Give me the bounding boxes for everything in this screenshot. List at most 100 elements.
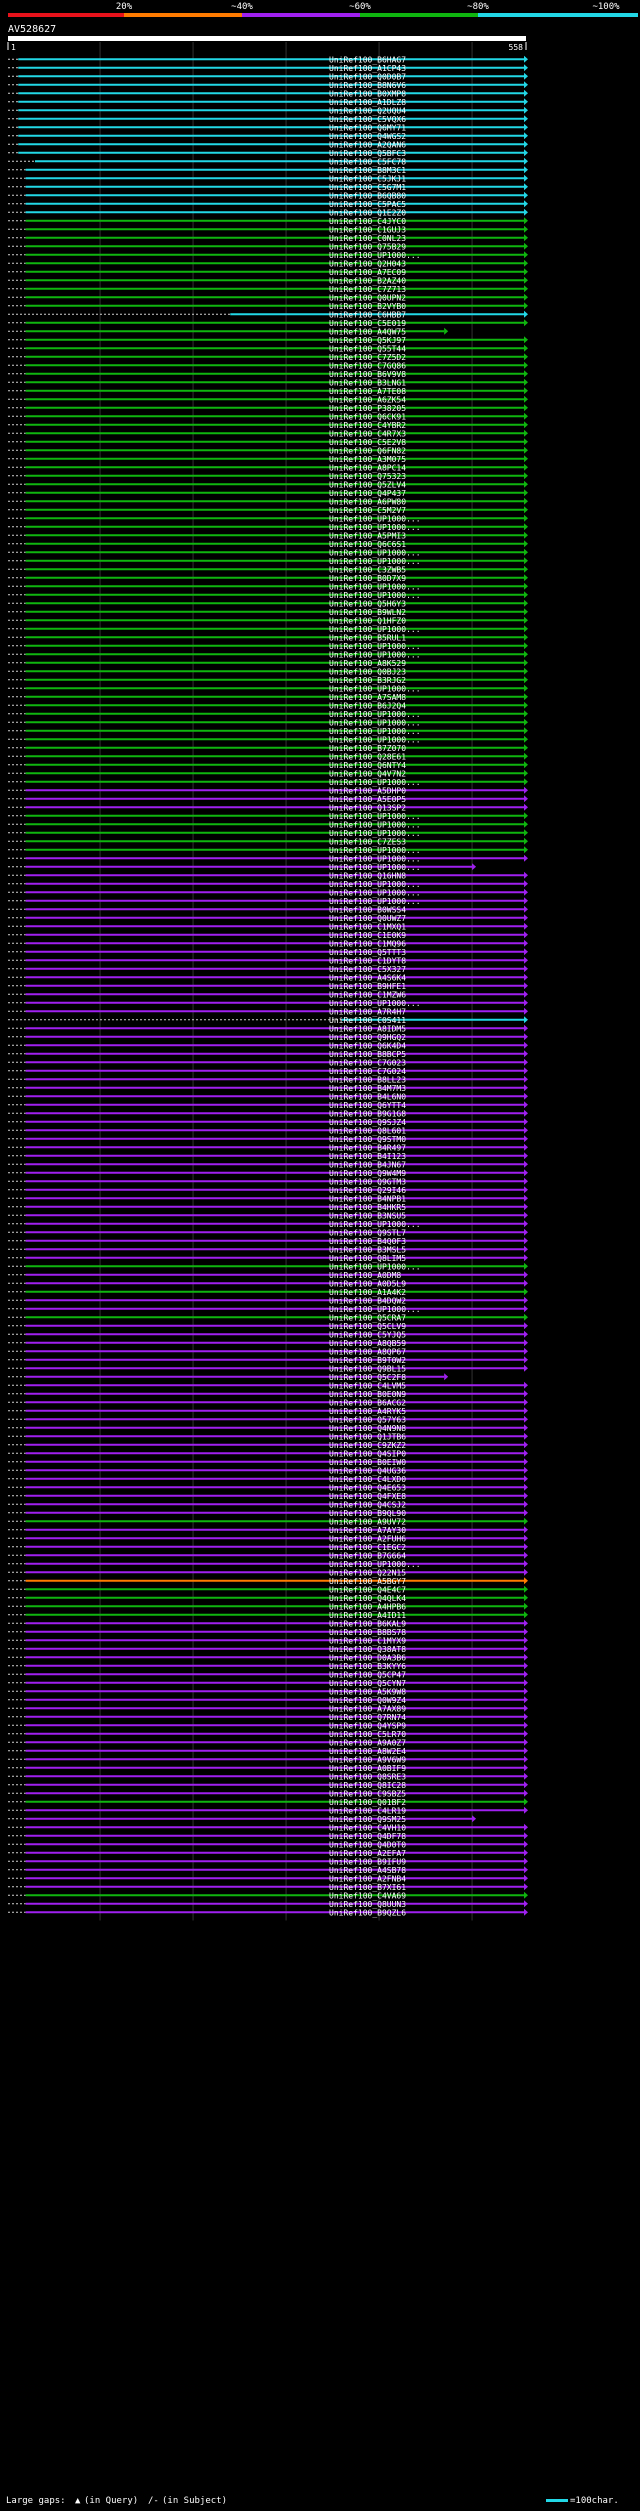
hit-bar[interactable] <box>25 1052 525 1055</box>
hit-label[interactable]: UniRef100_B5RUL1 <box>329 633 406 642</box>
hit-label[interactable]: UniRef100_UP1000... <box>329 684 421 693</box>
hit-bar[interactable] <box>25 1256 525 1259</box>
hit-bar[interactable] <box>25 1698 525 1701</box>
hit-label[interactable]: UniRef100_UP1000... <box>329 888 421 897</box>
hit-label[interactable]: UniRef100_A2FNB4 <box>329 1874 406 1883</box>
hit-label[interactable]: UniRef100_C6HBB7 <box>329 310 406 319</box>
hit-label[interactable]: UniRef100_Q0UPN2 <box>329 293 406 302</box>
hit-bar[interactable] <box>25 1154 525 1157</box>
hit-bar[interactable] <box>25 457 525 460</box>
hit-bar[interactable] <box>25 1741 525 1744</box>
hit-bar[interactable] <box>25 1299 525 1302</box>
hit-bar[interactable] <box>25 1078 525 1081</box>
hit-bar[interactable] <box>25 1061 525 1064</box>
hit-bar[interactable] <box>25 347 525 350</box>
hit-bar[interactable] <box>25 1809 525 1812</box>
hit-label[interactable]: UniRef100_C4LR19 <box>329 1806 406 1815</box>
hit-bar[interactable] <box>25 517 525 520</box>
hit-bar[interactable] <box>25 1163 525 1166</box>
hit-bar[interactable] <box>25 1707 525 1710</box>
hit-bar[interactable] <box>25 449 525 452</box>
hit-bar[interactable] <box>25 899 525 902</box>
hit-label[interactable]: UniRef100_B8BS78 <box>329 1628 406 1637</box>
hit-label[interactable]: UniRef100_Q5CP47 <box>329 1670 406 1679</box>
hit-label[interactable]: UniRef100_Q4D0T0 <box>329 1840 406 1849</box>
hit-bar[interactable] <box>25 1868 525 1871</box>
hit-bar[interactable] <box>25 1732 525 1735</box>
hit-label[interactable]: UniRef100_B9QZL6 <box>329 1908 406 1917</box>
hit-label[interactable]: UniRef100_A4S6K4 <box>329 973 406 982</box>
hit-bar[interactable] <box>25 474 525 477</box>
hit-bar[interactable] <box>25 1307 525 1310</box>
hit-bar[interactable] <box>25 687 525 690</box>
hit-label[interactable]: UniRef100_A5DHP0 <box>329 786 406 795</box>
hit-label[interactable]: UniRef100_Q55T44 <box>329 344 406 353</box>
hit-label[interactable]: UniRef100_A9V6W9 <box>329 1755 406 1764</box>
hit-label[interactable]: UniRef100_UP1000... <box>329 727 421 736</box>
hit-bar[interactable] <box>25 1290 525 1293</box>
hit-bar[interactable] <box>25 993 525 996</box>
hit-label[interactable]: UniRef100_C7G023 <box>329 1058 406 1067</box>
hit-label[interactable]: UniRef100_B8BCP5 <box>329 1050 406 1059</box>
hit-label[interactable]: UniRef100_Q8IC28 <box>329 1781 406 1790</box>
hit-label[interactable]: UniRef100_A7AX89 <box>329 1704 406 1713</box>
hit-label[interactable]: UniRef100_B0E0N9 <box>329 1390 406 1399</box>
hit-bar[interactable] <box>25 202 525 205</box>
hit-bar[interactable] <box>25 304 525 307</box>
hit-bar[interactable] <box>25 1724 525 1727</box>
hit-label[interactable]: UniRef100_UP1000... <box>329 548 421 557</box>
hit-bar[interactable] <box>25 1316 525 1319</box>
hit-label[interactable]: UniRef100_UP1000... <box>329 1220 421 1229</box>
hit-label[interactable]: UniRef100_Q2UQU4 <box>329 106 406 115</box>
hit-label[interactable]: UniRef100_Q4CSJ2 <box>329 1500 406 1509</box>
hit-label[interactable]: UniRef100_Q8LIM5 <box>329 1254 406 1263</box>
hit-label[interactable]: UniRef100_A6PW80 <box>329 497 406 506</box>
hit-bar[interactable] <box>18 83 525 86</box>
hit-label[interactable]: UniRef100_B6ACG2 <box>329 1398 406 1407</box>
hit-label[interactable]: UniRef100_UP1000... <box>329 582 421 591</box>
hit-bar[interactable] <box>25 542 525 545</box>
hit-label[interactable]: UniRef100_Q5H6Y3 <box>329 599 406 608</box>
hit-bar[interactable] <box>25 678 525 681</box>
hit-label[interactable]: UniRef100_A4HPB6 <box>329 1602 406 1611</box>
hit-label[interactable]: UniRef100_A8QB59 <box>329 1339 406 1348</box>
hit-bar[interactable] <box>25 1715 525 1718</box>
hit-label[interactable]: UniRef100_B4L6N0 <box>329 1092 406 1101</box>
hit-label[interactable]: UniRef100_Q4UG36 <box>329 1466 406 1475</box>
hit-label[interactable]: UniRef100_B2AZ40 <box>329 276 406 285</box>
hit-label[interactable]: UniRef100_B8N6V6 <box>329 81 406 90</box>
hit-bar[interactable] <box>25 236 525 239</box>
hit-bar[interactable] <box>25 780 525 783</box>
hit-bar[interactable] <box>25 194 525 197</box>
hit-label[interactable]: UniRef100_B7G664 <box>329 1551 406 1560</box>
hit-bar[interactable] <box>25 372 525 375</box>
hit-label[interactable]: UniRef100_UP1000... <box>329 251 421 260</box>
hit-label[interactable]: UniRef100_B0XMP8 <box>329 89 406 98</box>
hit-label[interactable]: UniRef100_UP1000... <box>329 999 421 1008</box>
hit-label[interactable]: UniRef100_A2QAN6 <box>329 140 406 149</box>
hit-label[interactable]: UniRef100_UP1000... <box>329 735 421 744</box>
hit-label[interactable]: UniRef100_B2VYB0 <box>329 302 406 311</box>
hit-bar[interactable] <box>25 1146 525 1149</box>
hit-label[interactable]: UniRef100_P38205 <box>329 404 406 413</box>
hit-bar[interactable] <box>25 1469 525 1472</box>
hit-label[interactable]: UniRef100_Q16HN8 <box>329 871 406 880</box>
hit-bar[interactable] <box>25 185 525 188</box>
hit-label[interactable]: UniRef100_Q5C2F8 <box>329 1373 406 1382</box>
hit-bar[interactable] <box>25 1605 525 1608</box>
hit-label[interactable]: UniRef100_Q0UWZ7 <box>329 914 406 923</box>
hit-bar[interactable] <box>25 1639 525 1642</box>
hit-label[interactable]: UniRef100_B6J2Q4 <box>329 701 406 710</box>
hit-label[interactable]: UniRef100_Q2H043 <box>329 259 406 268</box>
hit-label[interactable]: UniRef100_UP1000... <box>329 1262 421 1271</box>
hit-bar[interactable] <box>25 1766 525 1769</box>
hit-label[interactable]: UniRef100_A5K9W8 <box>329 1687 406 1696</box>
hit-label[interactable]: UniRef100_C4LXD0 <box>329 1475 406 1484</box>
hit-bar[interactable] <box>25 1273 525 1276</box>
hit-label[interactable]: UniRef100_A8IDM5 <box>329 1024 406 1033</box>
hit-bar[interactable] <box>25 270 525 273</box>
hit-label[interactable]: UniRef100_Q6MY71 <box>329 123 406 132</box>
hit-label[interactable]: UniRef100_B3LNG1 <box>329 378 406 387</box>
hit-label[interactable]: UniRef100_UP1000... <box>329 718 421 727</box>
hit-label[interactable]: UniRef100_A7TE08 <box>329 387 406 396</box>
